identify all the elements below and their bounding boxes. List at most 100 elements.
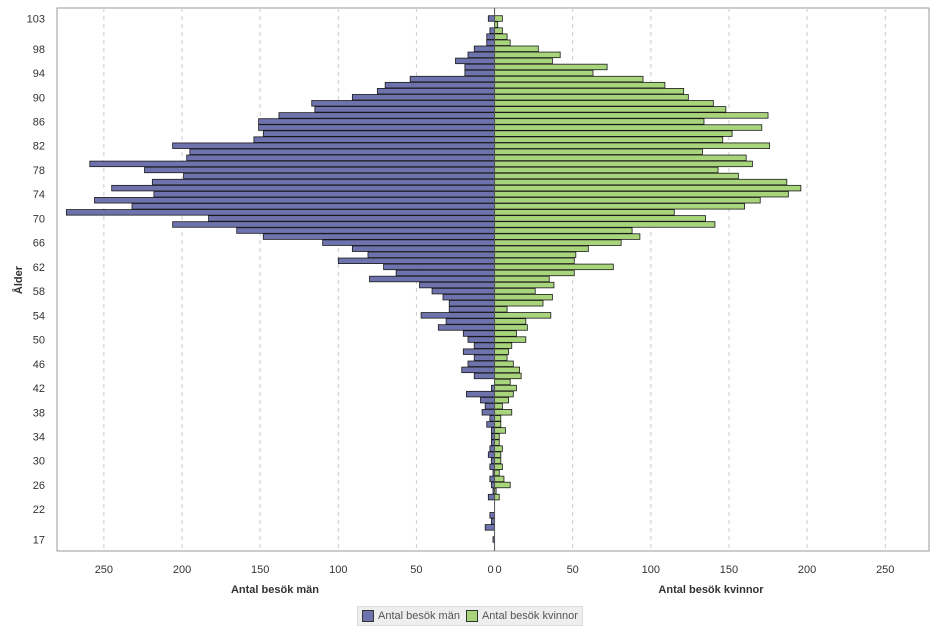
bar-men (486, 33, 495, 40)
bar-women (494, 318, 527, 325)
bar-men (351, 94, 495, 101)
bar-men (448, 300, 495, 307)
bar-men (151, 178, 495, 186)
y-tick-label: 34 (33, 432, 45, 444)
bar-women (494, 100, 714, 107)
bar-women (494, 112, 769, 119)
bar-men (437, 324, 495, 331)
legend-item-women[interactable]: Antal besök kvinnor (465, 610, 578, 622)
y-tick-label: 62 (33, 262, 45, 274)
bar-men (487, 15, 495, 22)
bar-men (455, 57, 495, 65)
legend: Antal besök män Antal besök kvinnor (357, 606, 583, 626)
bar-women (494, 106, 727, 113)
bar-men (262, 130, 495, 137)
y-tick-labels: 17 22 26 30 34 38 42 46 50 54 58 62 66 70 74 78 82 86 90 94… (27, 14, 45, 547)
bar-women (494, 166, 719, 174)
bar-women (494, 287, 536, 295)
bar-men (419, 281, 495, 289)
y-tick-label: 70 (33, 213, 45, 225)
bar-women (494, 427, 506, 434)
bar-women (494, 39, 511, 46)
bar-women (494, 348, 510, 355)
bar-women (494, 124, 763, 131)
y-tick-label: 58 (33, 286, 45, 298)
bar-women (494, 372, 522, 380)
bar-women (494, 281, 555, 289)
bar-women (494, 263, 614, 271)
bar-men (395, 269, 495, 277)
bar-men (337, 257, 495, 265)
bar-men (473, 342, 495, 349)
bar-women (494, 360, 514, 368)
male-bars (65, 15, 495, 543)
bar-men (484, 403, 495, 410)
y-tick-label: 46 (33, 359, 45, 371)
bar-women (494, 94, 689, 101)
bar-women (494, 384, 517, 392)
bar-men (462, 348, 495, 355)
y-tick-label: 74 (33, 189, 45, 201)
y-tick-label: 82 (33, 141, 45, 153)
bar-men (489, 445, 495, 452)
bar-men (236, 227, 495, 234)
y-tick-label: 103 (27, 14, 45, 26)
bar-women (494, 378, 511, 386)
bar-men (314, 106, 495, 113)
y-tick-label: 94 (33, 68, 45, 80)
bar-men (94, 197, 495, 204)
bar-women (494, 415, 502, 422)
bar-women (494, 118, 705, 125)
bar-women (494, 233, 641, 240)
bar-women (494, 245, 589, 252)
x-tick-label: 150 (720, 564, 738, 576)
bar-men (89, 160, 495, 168)
bar-women (494, 324, 528, 331)
bar-women (494, 312, 552, 319)
bar-women (494, 15, 503, 22)
bar-men (144, 166, 495, 174)
legend-item-men[interactable]: Antal besök män (362, 610, 460, 622)
legend-label-men: Antal besök män (378, 610, 460, 622)
bar-women (494, 445, 503, 452)
bar-men (467, 51, 495, 59)
x-axis-title-left: Antal besök män (231, 584, 319, 596)
bar-men (258, 118, 495, 125)
bar-men (253, 136, 495, 143)
bar-men (486, 39, 495, 46)
bar-men (462, 330, 495, 337)
x-tick-label: 150 (251, 564, 269, 576)
bar-women (494, 142, 771, 149)
x-tick-label: 0 (496, 564, 502, 576)
bar-women (494, 190, 789, 198)
x-tick-label: 250 (876, 564, 894, 576)
bar-men (486, 421, 495, 428)
x-tick-label: 250 (95, 564, 113, 576)
bar-men (208, 215, 495, 222)
y-tick-label: 98 (33, 44, 45, 56)
bar-men (487, 451, 495, 458)
bar-men (186, 154, 495, 162)
x-tick-label: 100 (329, 564, 347, 576)
bar-men (484, 524, 495, 531)
bar-men (464, 63, 495, 71)
bar-women (494, 493, 500, 501)
bar-women (494, 154, 747, 162)
bar-men (369, 275, 495, 283)
bar-women (494, 197, 761, 204)
bar-women (494, 33, 508, 40)
bar-men (65, 209, 495, 216)
bar-women (494, 178, 788, 186)
bar-women (494, 269, 575, 277)
bar-women (494, 439, 500, 446)
bar-women (494, 403, 503, 410)
bar-men (153, 190, 495, 198)
bar-men (189, 148, 495, 155)
bar-men (131, 203, 495, 210)
bar-women (494, 209, 675, 216)
bar-men (445, 318, 495, 325)
x-tick-label: 200 (798, 564, 816, 576)
bar-women (494, 63, 608, 71)
x-tick-label: 0 (488, 564, 494, 576)
bar-men (384, 81, 495, 89)
